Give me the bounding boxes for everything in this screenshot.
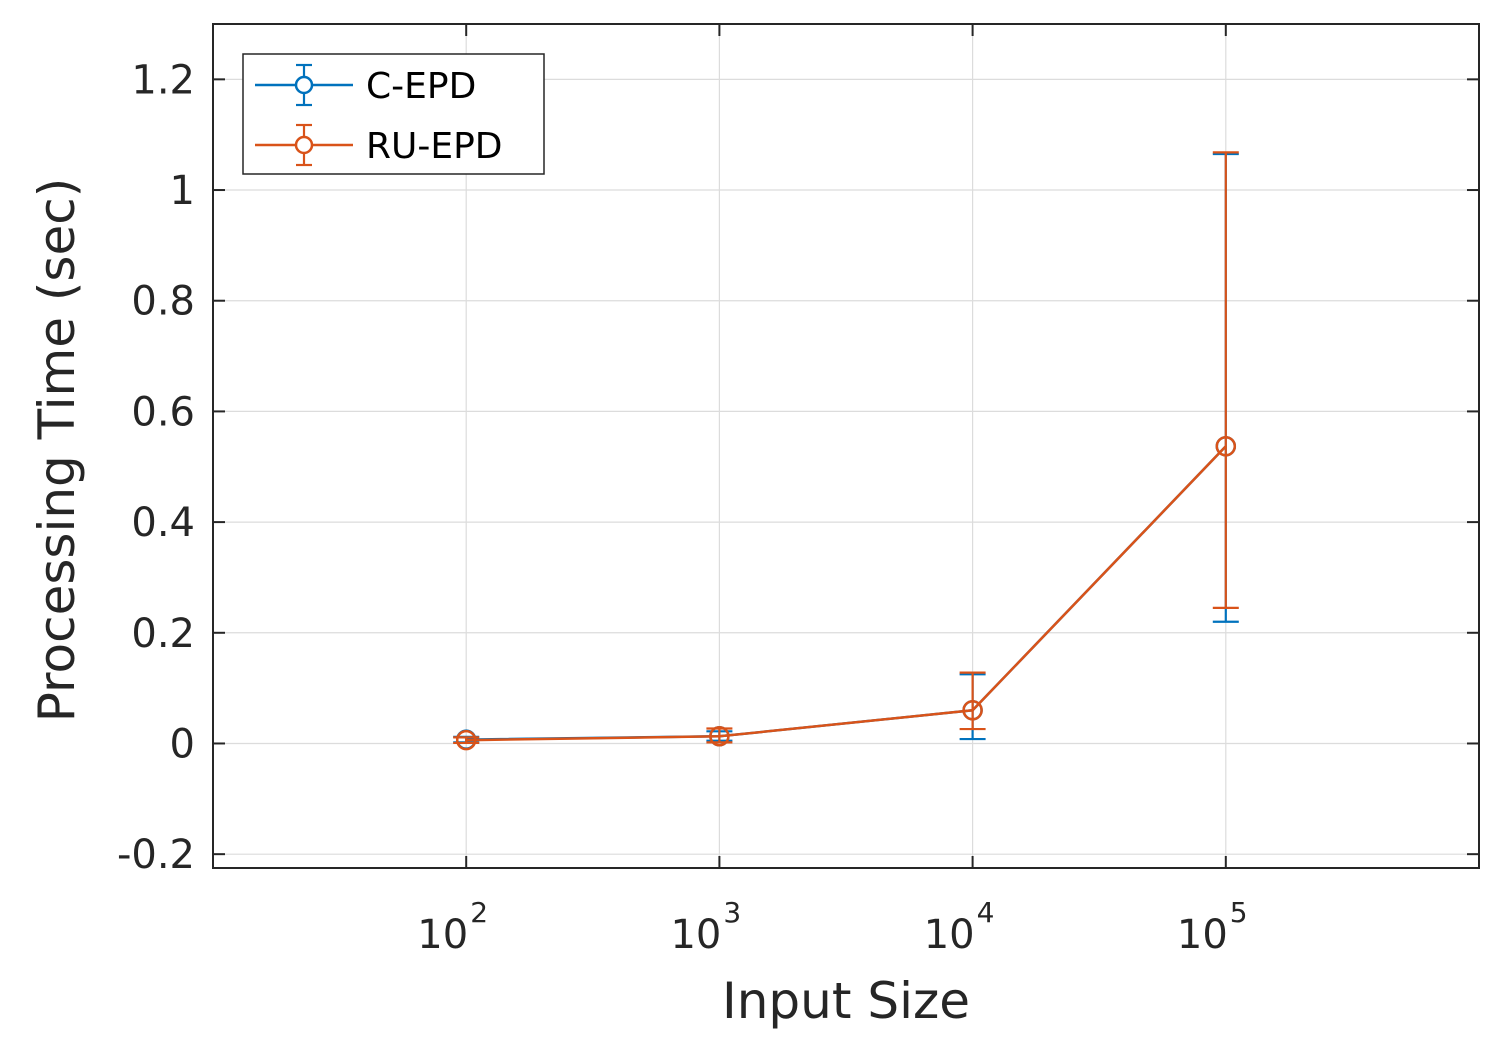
plot-frame — [212, 23, 1480, 869]
legend-item-ru-epd: RU-EPD — [255, 123, 503, 167]
legend: C-EPD RU-EPD — [242, 53, 545, 175]
x-tick-label-exponent: 5 — [1230, 896, 1248, 929]
data-point — [1215, 436, 1237, 457]
data-point — [709, 726, 730, 747]
legend-box — [242, 53, 545, 175]
y-tick-label: 1.2 — [131, 57, 195, 103]
legend-marker — [294, 135, 314, 155]
axis-ticks: -0.200.20.40.60.811.210 2 10 3 10 4 10 5 — [117, 24, 1479, 958]
y-tick-label: 0.6 — [131, 389, 195, 435]
series-ru-epd — [453, 151, 1239, 751]
x-tick-label-base: 10 — [670, 912, 721, 958]
x-tick-label: 10 5 — [1177, 896, 1248, 958]
legend-label: RU-EPD — [366, 126, 503, 167]
x-tick-label-base: 10 — [1177, 912, 1228, 958]
data-point — [962, 700, 983, 721]
x-tick-label-exponent: 4 — [977, 896, 995, 929]
x-tick-label-base: 10 — [924, 912, 975, 958]
x-tick-label: 10 3 — [670, 896, 741, 958]
y-tick-label: 0 — [170, 721, 195, 767]
y-tick-label: 0.2 — [131, 611, 195, 657]
x-tick-label-base: 10 — [417, 912, 468, 958]
legend-marker — [294, 75, 314, 95]
data-point — [455, 729, 477, 751]
x-tick-label-exponent: 3 — [723, 896, 741, 929]
x-tick-label: 10 2 — [417, 896, 488, 958]
y-tick-label: 0.8 — [131, 279, 195, 325]
series-line — [466, 445, 1227, 742]
series-c-epd — [453, 152, 1239, 750]
series-layer — [453, 151, 1239, 751]
legend-label: C-EPD — [366, 66, 476, 107]
y-axis-title: Processing Time (sec) — [28, 178, 86, 722]
legend-item-c-epd: C-EPD — [255, 63, 476, 107]
y-tick-label: 0.4 — [131, 500, 195, 546]
y-tick-label: -0.2 — [117, 832, 195, 878]
x-tick-label-exponent: 2 — [470, 896, 488, 929]
y-tick-label: 1 — [170, 168, 195, 214]
series-line — [466, 445, 1227, 741]
x-axis-title: Input Size — [722, 972, 970, 1030]
x-tick-label: 10 4 — [924, 896, 995, 958]
